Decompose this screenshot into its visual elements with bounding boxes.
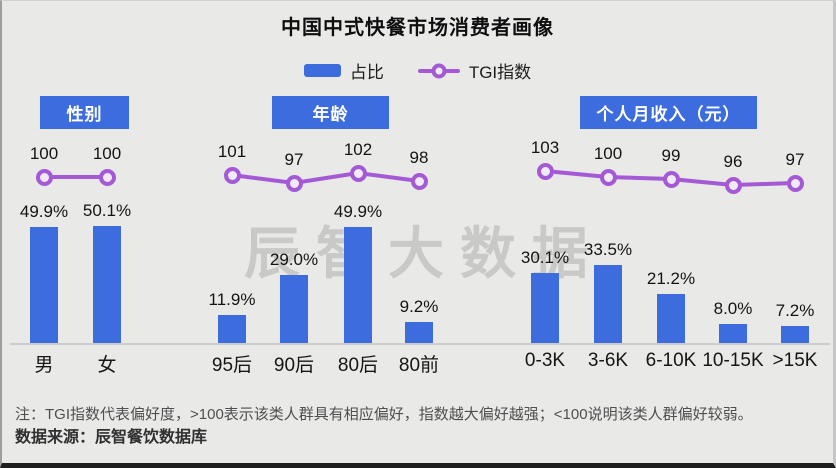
category-label: 6-10K: [645, 350, 697, 371]
tgi-marker: [224, 167, 241, 184]
chart-title: 中国中式快餐市场消费者画像: [281, 17, 554, 39]
bar: [531, 273, 559, 343]
legend-item-line: TGI指数: [417, 58, 532, 83]
bar-value-label: 30.1%: [520, 248, 570, 267]
bar: [594, 265, 622, 343]
tgi-value-label: 99: [661, 146, 681, 165]
line-marker-ring-icon: [431, 63, 447, 78]
tgi-value-label: 102: [343, 140, 373, 159]
category-label: 女: [97, 355, 117, 376]
tgi-marker: [663, 171, 680, 188]
category-label: >15K: [772, 350, 818, 371]
bar: [30, 227, 58, 343]
tgi-marker: [537, 163, 554, 180]
tgi-value-label: 100: [29, 144, 59, 163]
x-axis-line: [10, 343, 830, 345]
legend-bar-label: 占比: [349, 63, 384, 82]
bar: [405, 322, 433, 343]
bar: [781, 326, 809, 343]
category-label: 90后: [273, 355, 315, 376]
bar-value-label: 49.9%: [19, 202, 69, 221]
tgi-value-label: 97: [785, 150, 805, 169]
tgi-marker: [286, 175, 303, 192]
bar-value-label: 29.0%: [269, 250, 319, 269]
category-label: 80前: [398, 355, 440, 376]
tgi-value-label: 103: [530, 138, 560, 157]
section-header-gender: 性别: [40, 96, 129, 129]
bar: [218, 315, 246, 343]
section-header-income: 个人月收入（元）: [580, 96, 757, 129]
tgi-value-label: 98: [409, 148, 429, 167]
bar: [719, 324, 747, 343]
bar: [280, 275, 308, 343]
category-label: 95后: [211, 355, 253, 376]
bar-value-label: 33.5%: [583, 240, 633, 259]
data-source-note: 数据来源：辰智餐饮数据库: [15, 429, 208, 446]
tgi-marker: [411, 173, 428, 190]
category-label: 男: [34, 355, 54, 376]
bar-value-label: 8.0%: [713, 299, 753, 318]
bar: [344, 227, 372, 343]
bar-value-label: 50.1%: [82, 201, 132, 220]
tgi-value-label: 101: [217, 142, 247, 161]
bar-value-label: 7.2%: [775, 301, 815, 320]
tgi-value-label: 96: [723, 152, 743, 171]
tgi-marker: [36, 169, 53, 186]
tgi-line: [230, 170, 421, 186]
bar-value-label: 49.9%: [333, 202, 383, 221]
tgi-value-label: 100: [593, 144, 623, 163]
category-label: 80后: [337, 355, 379, 376]
legend-line-label: TGI指数: [468, 63, 532, 82]
bar-series-swatch-icon: [303, 64, 341, 77]
tgi-marker: [725, 177, 742, 194]
line-series-swatch-icon: [417, 63, 460, 78]
tgi-marker: [600, 169, 617, 186]
legend-item-bar: 占比: [303, 58, 384, 83]
category-label: 0-3K: [524, 350, 566, 371]
tgi-value-label: 100: [92, 144, 122, 163]
legend: 占比 TGI指数: [2, 58, 833, 83]
tgi-marker: [787, 175, 804, 192]
bar-value-label: 21.2%: [646, 269, 696, 288]
section-header-age: 年龄: [272, 96, 389, 129]
tgi-footnote: 注：TGI指数代表偏好度，>100表示该类人群具有相应偏好，指数越大偏好越强；<…: [15, 406, 753, 423]
bar: [657, 294, 685, 343]
tgi-marker: [99, 169, 116, 186]
category-label: 3-6K: [587, 350, 629, 371]
bar-value-label: 9.2%: [399, 297, 439, 316]
tgi-marker: [350, 165, 367, 182]
category-label: 10-15K: [702, 350, 764, 371]
tgi-value-label: 97: [284, 150, 304, 169]
bar-value-label: 11.9%: [208, 290, 256, 309]
bar: [93, 226, 121, 343]
